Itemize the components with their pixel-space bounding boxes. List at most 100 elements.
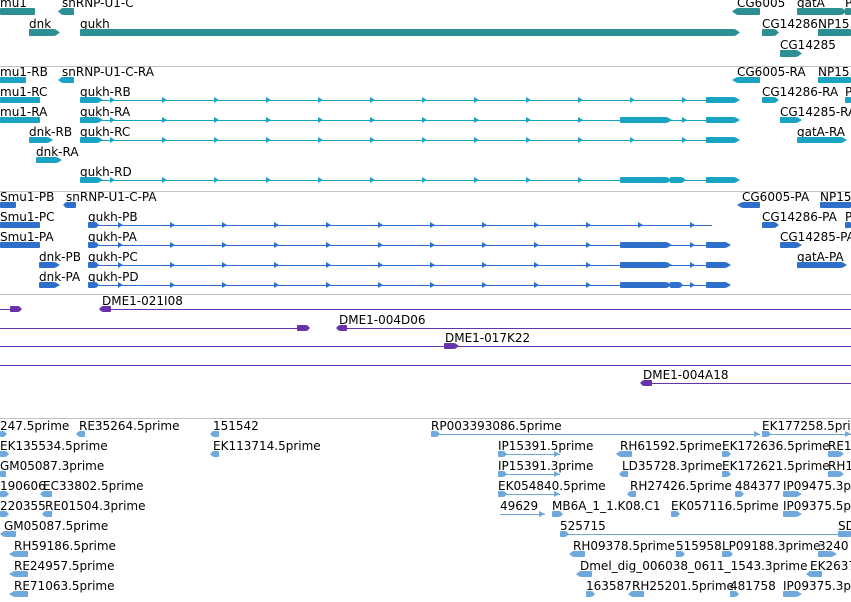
feature-label[interactable]: RH59186.5prime [14,539,116,553]
feature-label[interactable]: MB6A_1_1.K08.C1 [552,499,661,513]
feature-label[interactable]: gukh-RB [80,85,131,99]
feature-label[interactable]: RE35264.5prime [79,419,180,433]
feature-label[interactable]: 220355 [0,499,46,513]
feature-label[interactable]: CG14286 [762,17,818,31]
feature-label[interactable]: EK172636.5prime [722,439,830,453]
feature-label[interactable]: RH61592.5prime [620,439,722,453]
feature-block [671,511,677,517]
feature-label[interactable]: gukh-PA [88,230,137,244]
feature-label[interactable]: EK054840.5prime [498,479,606,493]
feature-label[interactable]: GM05087.3prime [0,459,105,473]
feature-label[interactable]: DME1-004A18 [643,368,729,382]
feature-label[interactable]: mu1-RC [0,85,48,99]
feature-label[interactable]: SD1 [838,519,851,533]
feature-label[interactable]: Smu1-PA [0,230,54,244]
feature-label[interactable]: P [845,0,851,10]
feature-label[interactable]: dnk-RA [36,145,79,159]
feature-label[interactable]: RE24957.5prime [14,559,115,573]
feature-label[interactable]: IP09475.3prime [783,479,851,493]
feature-label[interactable]: 151542 [213,419,259,433]
feature-label[interactable]: gukh [80,17,110,31]
feature-label[interactable]: CG14286-RA [762,85,839,99]
feature-label[interactable]: CG14286-PA [762,210,837,224]
strand-arrow-icon [732,77,737,83]
feature-label[interactable]: CG6005-PA [742,190,810,204]
feature-label[interactable]: 484377 [735,479,781,493]
feature-label[interactable]: DME1-017K22 [445,331,531,345]
feature-label[interactable]: GM05087.5prime [4,519,109,533]
feature-label[interactable]: snRNP-U1-C-PA [66,190,157,204]
feature-label[interactable]: IP15391.3prime [498,459,594,473]
feature-label[interactable]: LD35728.3prime [622,459,723,473]
feature-label[interactable]: RH27426.5prime [630,479,732,493]
feature-label[interactable]: gatA-PA [797,250,844,264]
feature-label[interactable]: mu1-RB [0,65,48,79]
strand-chevron-icon [474,177,479,183]
feature-label[interactable]: DME1-004D06 [339,313,426,327]
feature-label[interactable]: 49629 [500,499,539,513]
feature-label[interactable]: 481758 [730,579,776,593]
feature-label[interactable]: dnk-RB [29,125,73,139]
feature-label[interactable]: 190606 [0,479,46,493]
est-reads-track[interactable]: 247.5prime RE35264.5prime 151542 RP00339308… [0,419,851,602]
feature-label[interactable]: RP003393086.5prime [431,419,562,433]
clone-alignment-track[interactable]: DME1-021I08 DME1-004D06 DME1-017K22 DME1-00… [0,294,851,418]
feature-label[interactable]: gukh-RD [80,165,132,179]
feature-label[interactable]: RH1 [828,459,851,473]
feature-label[interactable]: 515958 [676,539,722,553]
feature-label[interactable]: Dmel_dig_006038_0611_1543.3prime [580,559,808,573]
feature-label[interactable]: snRNP-U1-C [62,0,134,10]
feature-label[interactable]: DME1-021I08 [102,294,183,308]
feature-label[interactable]: RE01504.3prime [45,499,146,513]
feature-label[interactable]: gatA-RA [797,125,846,139]
feature-label[interactable]: gukh-PB [88,210,138,224]
feature-label[interactable]: dnk [29,17,52,31]
feature-label[interactable]: LP09188.3prime [722,539,821,553]
feature-label[interactable]: Smu1-PB [0,190,55,204]
feature-label[interactable]: CG14285-RA [780,105,851,119]
feature-label[interactable]: EK172621.5prime [722,459,830,473]
feature-label[interactable]: IP15391.5prime [498,439,594,453]
feature-label[interactable]: mu1-RA [0,105,48,119]
feature-label[interactable]: EK135534.5prime [0,439,108,453]
feature-block [780,117,797,123]
feature-label[interactable]: 525715 [560,519,606,533]
feature-label[interactable]: CG6005 [737,0,786,10]
feature-label[interactable]: gatA [797,0,825,10]
feature-label[interactable]: IP09375.3p [783,579,851,593]
feature-label[interactable]: dnk-PB [39,250,81,264]
feature-label[interactable]: gukh-RC [80,125,131,139]
feature-block [339,325,347,331]
feature-label[interactable]: CG14285 [780,38,836,52]
feature-label[interactable]: 163587 [586,579,632,593]
feature-label[interactable]: RE1 [828,439,851,453]
feature-label[interactable]: gukh-PD [88,270,139,284]
feature-label[interactable]: P [845,210,851,224]
feature-label[interactable]: P [845,85,851,99]
feature-label[interactable]: IP09375.5prime [783,499,851,513]
feature-label[interactable]: Smu1-PC [0,210,55,224]
feature-label[interactable]: mu1 [0,0,27,10]
transcript-track-blue[interactable]: Smu1-PB snRNP-U1-C-PA CG6005-PA NP15-PA Smu1… [0,190,851,294]
feature-label[interactable]: gukh-PC [88,250,138,264]
feature-label[interactable]: snRNP-U1-C-RA [62,65,154,79]
feature-label[interactable]: 3240 [818,539,849,553]
feature-label[interactable]: NP15. [818,65,851,79]
feature-label[interactable]: RH25201.5prime [632,579,734,593]
feature-label[interactable]: dnk-PA [39,270,81,284]
feature-label[interactable]: EK2637 [810,559,851,573]
feature-label[interactable]: NP15-PA [820,190,851,204]
feature-label[interactable]: EC33802.5prime [43,479,144,493]
feature-label[interactable]: RH09378.5prime [573,539,675,553]
transcript-track-teal[interactable]: mu1-RB snRNP-U1-C-RA CG6005-RA NP15. mu1-RC g… [0,65,851,191]
feature-label[interactable]: 247.5prime [0,419,70,433]
feature-label[interactable]: RE71063.5prime [14,579,115,593]
feature-label[interactable]: NP15. [818,17,851,31]
feature-label[interactable]: CG14285-PA [780,230,851,244]
feature-label[interactable]: EK113714.5prime [213,439,321,453]
feature-label[interactable]: gukh-RA [80,105,131,119]
feature-label[interactable]: EK057116.5prime [671,499,779,513]
feature-label[interactable]: EK177258.5prime [762,419,851,433]
feature-label[interactable]: CG6005-RA [737,65,806,79]
